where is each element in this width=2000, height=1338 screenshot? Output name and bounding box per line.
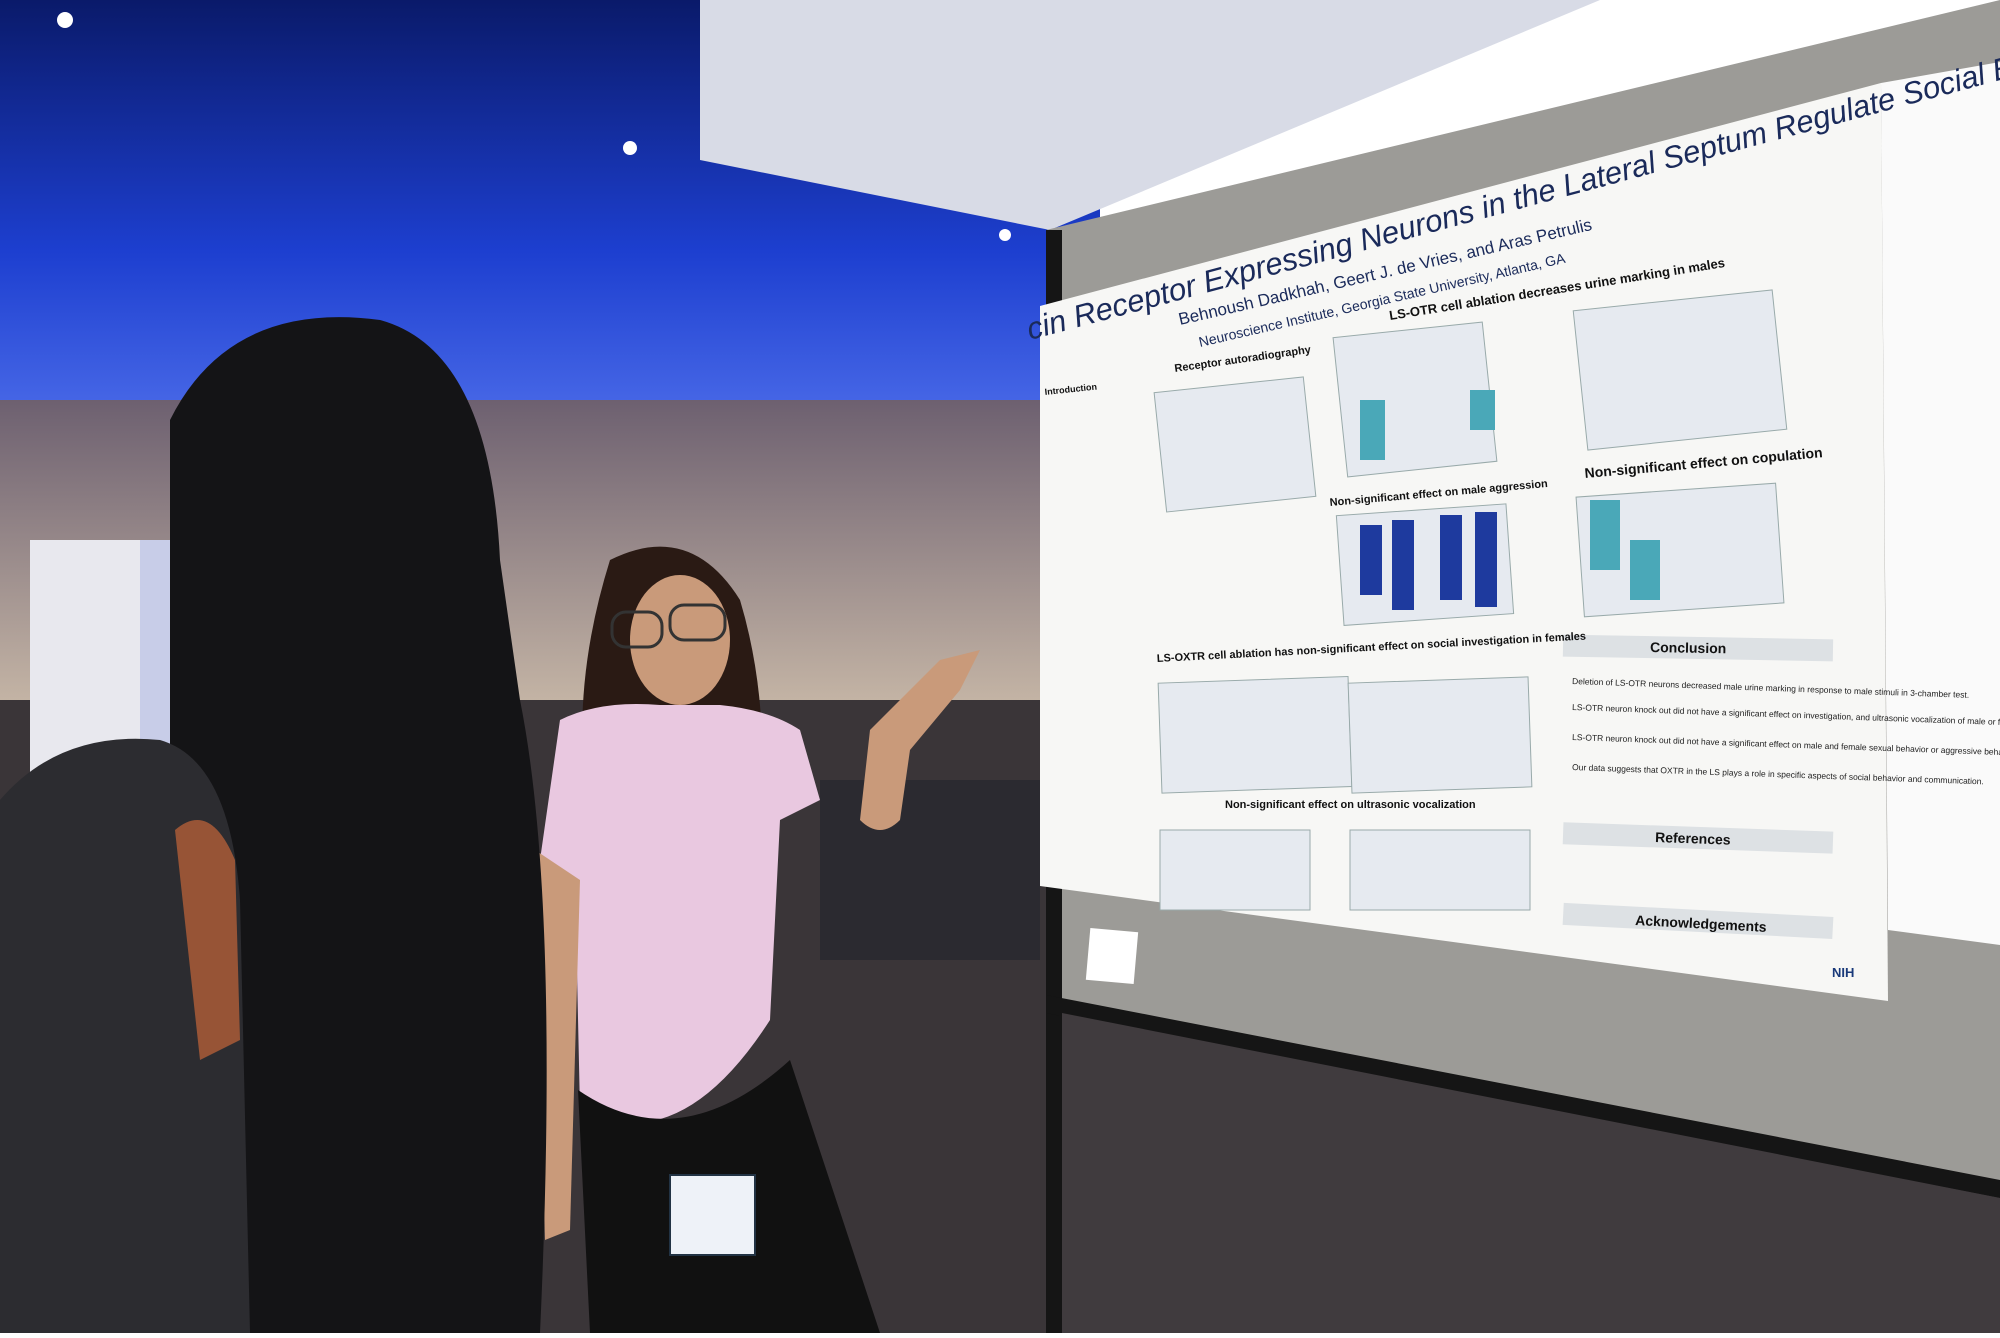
chart-figure: [1347, 676, 1533, 794]
board-frame: [1046, 995, 2000, 1198]
section-bar: [1562, 822, 1834, 854]
chart-figure: [1157, 676, 1353, 794]
section-bar: [1562, 634, 1834, 662]
chart-figure: [1159, 829, 1311, 911]
section-heading: Conclusion: [1650, 639, 1727, 656]
light: [57, 12, 73, 28]
name-badge: [669, 1174, 756, 1256]
arm: [860, 650, 980, 830]
bar-figure: [1590, 500, 1620, 570]
light: [623, 141, 637, 155]
bar-figure: [1392, 520, 1414, 610]
bar-figure: [1470, 390, 1495, 430]
chart-figure: [1575, 482, 1785, 618]
carpet: [1062, 1013, 2000, 1333]
bar-figure: [1440, 515, 1462, 600]
section-heading: References: [1655, 829, 1731, 848]
logo: NIH: [1832, 965, 1854, 980]
glasses: [610, 610, 664, 649]
section-heading: Acknowledgements: [1635, 912, 1767, 935]
bar-figure: [1360, 525, 1382, 595]
chart-figure: [1349, 829, 1531, 911]
bar-figure: [1475, 512, 1497, 607]
chart-figure: [1572, 289, 1788, 451]
section-heading: Non-significant effect on ultrasonic voc…: [1225, 799, 1476, 811]
board-number-tag: [1085, 928, 1139, 984]
bar-figure: [1630, 540, 1660, 600]
light: [999, 229, 1011, 241]
hoodie: [170, 317, 547, 1334]
section-bar: [1562, 902, 1834, 939]
shirt: [540, 704, 820, 1124]
arm: [535, 850, 580, 1240]
adjacent-poster: [1881, 62, 2000, 945]
ceiling-right: [700, 0, 1600, 230]
brain-images: [1153, 376, 1317, 513]
shirt-graphic: [175, 820, 240, 1060]
background-table: [820, 780, 1040, 960]
bar-figure: [1360, 400, 1385, 460]
glasses: [668, 603, 727, 642]
